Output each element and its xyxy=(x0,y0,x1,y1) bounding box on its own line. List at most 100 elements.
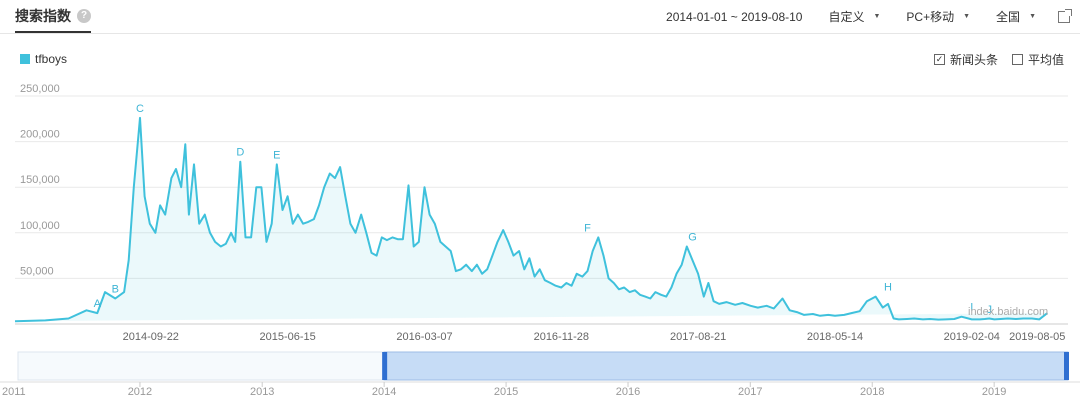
data-point[interactable] xyxy=(912,317,916,321)
data-point[interactable] xyxy=(549,281,553,285)
title-tab[interactable]: 搜索指数 ? xyxy=(15,0,91,33)
data-point[interactable] xyxy=(826,313,830,317)
data-point[interactable] xyxy=(596,235,600,239)
data-point[interactable] xyxy=(517,249,521,253)
data-point[interactable] xyxy=(795,310,799,314)
news-marker-f[interactable]: F xyxy=(584,222,591,234)
data-point[interactable] xyxy=(412,245,416,249)
data-point[interactable] xyxy=(538,267,542,271)
data-point[interactable] xyxy=(229,231,233,235)
news-marker-c[interactable]: C xyxy=(136,103,144,115)
data-point[interactable] xyxy=(485,267,489,271)
data-point[interactable] xyxy=(559,286,563,290)
data-point[interactable] xyxy=(197,222,201,226)
data-point[interactable] xyxy=(685,245,689,249)
data-point[interactable] xyxy=(865,299,869,303)
news-marker-a[interactable]: A xyxy=(94,298,102,310)
legend[interactable]: tfboys xyxy=(20,52,67,66)
data-point[interactable] xyxy=(575,272,579,276)
data-point[interactable] xyxy=(622,286,626,290)
news-headline-toggle[interactable]: ✓ 新闻头条 xyxy=(933,51,998,68)
data-point[interactable] xyxy=(187,213,191,217)
data-point[interactable] xyxy=(454,269,458,273)
data-point[interactable] xyxy=(183,142,187,146)
period-select[interactable]: 自定义 ▼ xyxy=(828,8,880,25)
data-point[interactable] xyxy=(543,278,547,282)
data-point[interactable] xyxy=(886,302,890,306)
data-point[interactable] xyxy=(501,228,505,232)
data-point[interactable] xyxy=(238,160,242,164)
data-point[interactable] xyxy=(148,222,152,226)
data-point[interactable] xyxy=(208,231,212,235)
data-point[interactable] xyxy=(433,222,437,226)
data-point[interactable] xyxy=(628,290,632,294)
data-point[interactable] xyxy=(153,231,157,235)
data-point[interactable] xyxy=(312,217,316,221)
data-point[interactable] xyxy=(213,240,217,244)
data-point[interactable] xyxy=(936,318,940,322)
data-point[interactable] xyxy=(291,222,295,226)
data-point[interactable] xyxy=(680,263,684,267)
data-point[interactable] xyxy=(664,295,668,299)
news-marker-g[interactable]: G xyxy=(688,231,697,243)
data-point[interactable] xyxy=(333,176,337,180)
series-line-tfboys[interactable] xyxy=(14,116,1049,323)
data-point[interactable] xyxy=(138,116,142,120)
data-point[interactable] xyxy=(1037,317,1041,321)
data-point[interactable] xyxy=(496,240,500,244)
data-point[interactable] xyxy=(527,256,531,260)
data-point[interactable] xyxy=(717,302,721,306)
data-point[interactable] xyxy=(459,267,463,271)
data-point[interactable] xyxy=(385,238,389,242)
data-point[interactable] xyxy=(95,311,99,315)
data-point[interactable] xyxy=(570,284,574,288)
data-point[interactable] xyxy=(842,313,846,317)
data-point[interactable] xyxy=(401,237,405,241)
data-point[interactable] xyxy=(749,304,753,308)
data-point[interactable] xyxy=(254,185,258,189)
news-marker-d[interactable]: D xyxy=(236,147,244,159)
data-point[interactable] xyxy=(781,297,785,301)
data-point[interactable] xyxy=(607,276,611,280)
data-point[interactable] xyxy=(772,307,776,311)
data-point[interactable] xyxy=(122,290,126,294)
data-point[interactable] xyxy=(533,275,537,279)
data-point[interactable] xyxy=(881,306,885,310)
data-point[interactable] xyxy=(380,235,384,239)
data-point[interactable] xyxy=(928,317,932,321)
data-point[interactable] xyxy=(653,290,657,294)
navigator-left-handle[interactable] xyxy=(382,352,388,380)
data-point[interactable] xyxy=(696,272,700,276)
data-point[interactable] xyxy=(765,304,769,308)
data-point[interactable] xyxy=(712,299,716,303)
data-point[interactable] xyxy=(506,240,510,244)
data-point[interactable] xyxy=(67,317,71,321)
news-marker-j[interactable]: J xyxy=(987,304,993,316)
data-point[interactable] xyxy=(740,301,744,305)
data-point[interactable] xyxy=(633,288,637,292)
data-point[interactable] xyxy=(892,317,896,321)
data-point[interactable] xyxy=(163,213,167,217)
data-point[interactable] xyxy=(338,165,342,169)
news-marker-b[interactable]: B xyxy=(112,283,119,295)
data-point[interactable] xyxy=(612,281,616,285)
device-select[interactable]: PC+移动 ▼ xyxy=(906,8,970,25)
data-point[interactable] xyxy=(306,220,310,224)
average-toggle[interactable]: 平均值 xyxy=(1011,51,1064,68)
data-point[interactable] xyxy=(724,300,728,304)
average-checkbox[interactable] xyxy=(1011,54,1023,65)
data-point[interactable] xyxy=(286,194,290,198)
data-point[interactable] xyxy=(203,213,207,217)
data-point[interactable] xyxy=(132,185,136,189)
data-point[interactable] xyxy=(174,167,178,171)
data-point[interactable] xyxy=(580,275,584,279)
data-point[interactable] xyxy=(706,281,710,285)
data-point[interactable] xyxy=(296,213,300,217)
data-point[interactable] xyxy=(270,222,274,226)
data-point[interactable] xyxy=(301,222,305,226)
region-select[interactable]: 全国 ▼ xyxy=(996,8,1036,25)
data-point[interactable] xyxy=(328,172,332,176)
data-point[interactable] xyxy=(233,240,237,244)
data-point[interactable] xyxy=(992,317,996,321)
date-range[interactable]: 2014-01-01 ~ 2019-08-10 xyxy=(666,9,803,24)
